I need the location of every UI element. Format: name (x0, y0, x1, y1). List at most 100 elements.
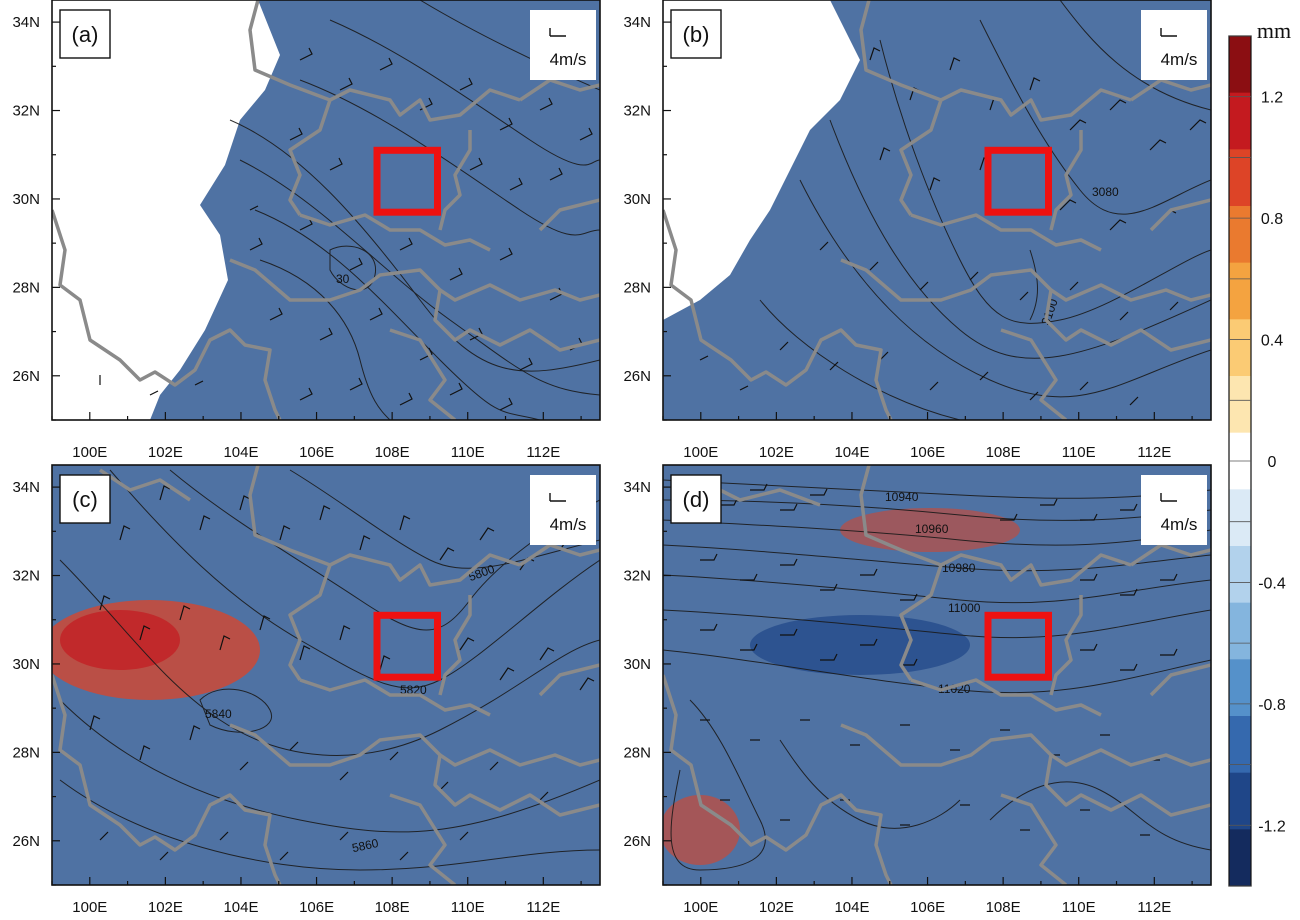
panel-a-contour-label: 30 (336, 272, 350, 286)
colorbar-tick-label: 0.8 (1261, 211, 1283, 228)
panel-c-reference-vector (549, 493, 566, 502)
colorbar-tick-label: 0 (1268, 454, 1277, 471)
panel-b-missing-data-mask (663, 0, 860, 320)
colorbar-swatch (1229, 376, 1251, 434)
panel-a-y-tick-label: 32N (12, 103, 40, 120)
colorbar-swatches (1229, 36, 1251, 887)
panel-a-y-tick-label: 30N (12, 191, 40, 208)
colorbar-tick-label: -1.2 (1258, 818, 1286, 835)
panel-b-x-tick-label: 102E (759, 444, 794, 461)
panel-d-x-tick-label: 106E (910, 899, 945, 916)
panel-c-y-tick-label: 34N (12, 479, 40, 496)
panel-d-y-tick-label: 28N (623, 744, 651, 761)
colorbar-swatch (1229, 716, 1251, 774)
panel-c-x-tick-label: 110E (451, 899, 485, 916)
panel-b-boundaries (663, 0, 1211, 420)
panel-c-y-tick-label: 32N (12, 568, 40, 585)
panel-a-x-tick-label: 106E (299, 444, 334, 461)
panel-a-y-tick-label: 34N (12, 14, 40, 31)
panel-a-reference-vector-box (530, 10, 596, 80)
panel-c-contour-label: 5840 (205, 707, 232, 721)
panel-a-y-tick-label: 26N (12, 368, 40, 385)
panel-c-contour-label: 5860 (351, 836, 380, 855)
panel-b-field: 3080 3100 (663, 0, 1211, 420)
colorbar-swatch (1229, 149, 1251, 207)
panel-c-y-tick-labels: 34N 32N 30N 28N 26N (12, 479, 40, 850)
panel-a-x-tick-labels: 100E 102E 104E 106E 108E 110E 112E (72, 444, 560, 461)
panel-d-contour-label: 10960 (915, 522, 949, 536)
panel-d-contours (663, 479, 1211, 871)
colorbar-tick-labels: 1.2 0.8 0.4 0 -0.4 -0.8 -1.2 (1258, 90, 1286, 836)
panel-b-y-tick-label: 34N (623, 14, 651, 31)
panel-d-label: (d) (683, 487, 710, 512)
colorbar-swatch (1229, 489, 1251, 547)
panel-b-highlight-box (984, 146, 1052, 216)
panel-b-y-tick-label: 28N (623, 279, 651, 296)
panel-a-y-tick-labels: 34N 32N 30N 28N 26N (12, 14, 40, 385)
panel-d-contour-label: 11000 (948, 601, 981, 615)
panel-c-contours (59, 469, 600, 871)
panel-d: 10940 10960 10980 11000 11020 (623, 464, 1212, 916)
panel-a-axis-ticks (51, 21, 582, 421)
panel-c-x-tick-labels: 100E 102E 104E 106E 108E 110E 112E (72, 899, 560, 916)
panel-c-y-tick-label: 28N (12, 744, 40, 761)
panel-a-label: (a) (72, 22, 99, 47)
panel-c-highlight-box (373, 611, 441, 681)
panel-d-reference-vector-box (1141, 475, 1207, 545)
panel-a-field: 30 (52, 0, 600, 420)
panel-a-label-box (59, 9, 111, 59)
panel-b-y-tick-label: 32N (623, 103, 651, 120)
panel-d-contour-label: 10940 (885, 490, 919, 504)
panel-d-y-tick-label: 34N (623, 479, 651, 496)
panel-b-label-box (670, 9, 722, 59)
colorbar-swatch (1229, 92, 1251, 150)
colorbar-tick-label: -0.4 (1258, 575, 1286, 592)
colorbar-swatch (1229, 829, 1251, 887)
panel-d-x-tick-labels: 100E 102E 104E 106E 108E 110E 112E (683, 899, 1171, 916)
panel-c-y-tick-label: 30N (12, 656, 40, 673)
panel-b-contour-label: 3080 (1092, 185, 1119, 199)
panel-b-x-tick-label: 112E (1137, 444, 1171, 461)
panel-b-reference-vector (1160, 28, 1177, 37)
colorbar-swatch (1229, 602, 1251, 660)
panel-d-y-tick-labels: 34N 32N 30N 28N 26N (623, 479, 651, 850)
panel-a-x-tick-label: 108E (375, 444, 410, 461)
panel-b-x-tick-label: 106E (910, 444, 945, 461)
panel-b-reference-vector-label: 4m/s (1161, 50, 1198, 69)
panel-c-wind-barbs (79, 485, 595, 861)
panel-c-frame (51, 464, 601, 886)
panel-d-highlight-box (984, 611, 1052, 681)
panel-a-x-tick-label: 100E (72, 444, 107, 461)
panel-a-highlight-box (373, 146, 441, 216)
colorbar-swatch (1229, 36, 1251, 94)
panel-c-x-tick-label: 112E (526, 899, 560, 916)
panel-b-axis-ticks (662, 21, 1193, 421)
panel-b-y-tick-label: 26N (623, 368, 651, 385)
panel-d-field: 10940 10960 10980 11000 11020 (663, 465, 1211, 885)
panel-b-x-tick-labels: 100E 102E 104E 106E 108E 110E 112E (683, 444, 1171, 461)
panel-a-reference-vector-label: 4m/s (550, 50, 587, 69)
colorbar-swatch (1229, 319, 1251, 377)
panel-d-frame (662, 464, 1212, 886)
panel-d-x-tick-label: 110E (1062, 899, 1096, 916)
panel-d-contour-label: 10980 (942, 561, 976, 575)
panel-a-missing-data-mask (52, 0, 280, 420)
panel-c-reference-vector-box (530, 475, 596, 545)
panel-b-x-tick-label: 100E (683, 444, 718, 461)
panel-b-x-tick-label: 108E (986, 444, 1021, 461)
panel-b: 3080 3100 (623, 0, 1212, 461)
panel-b-x-tick-label: 104E (834, 444, 869, 461)
panel-a-x-tick-label: 110E (451, 444, 485, 461)
panel-c-x-tick-label: 104E (223, 899, 258, 916)
colorbar-tick-label: 0.4 (1261, 333, 1283, 350)
colorbar-swatch (1229, 262, 1251, 320)
panel-d-y-tick-label: 32N (623, 568, 651, 585)
panel-a-x-tick-label: 112E (526, 444, 560, 461)
panel-c-field: 5800 5840 5820 5860 (52, 465, 600, 885)
panel-c-label: (c) (72, 487, 98, 512)
panel-a-boundaries (52, 0, 600, 420)
panel-b-y-tick-label: 30N (623, 191, 651, 208)
panel-b-reference-vector-box (1141, 10, 1207, 80)
panel-c-y-tick-label: 26N (12, 833, 40, 850)
